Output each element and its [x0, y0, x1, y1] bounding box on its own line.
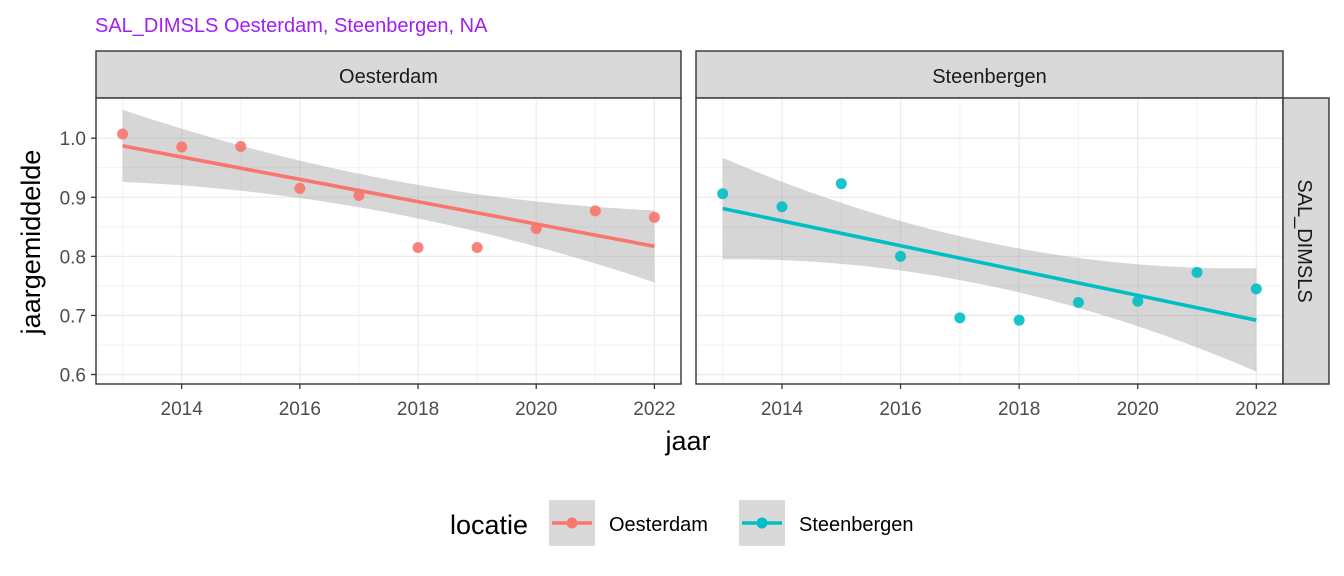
data-point	[294, 182, 306, 194]
data-point	[589, 205, 601, 217]
x-tick-label: 2016	[879, 399, 921, 420]
panel-background	[696, 98, 1283, 384]
data-point	[530, 223, 542, 235]
x-tick-label: 2020	[1117, 399, 1159, 420]
y-tick-label: 0.7	[60, 306, 86, 327]
y-tick-label: 0.9	[60, 188, 86, 209]
legend-key-point	[566, 517, 578, 529]
y-tick-label: 0.6	[60, 366, 86, 387]
data-point	[471, 242, 483, 253]
x-tick-label: 2020	[515, 399, 557, 420]
x-tick-label: 2022	[1235, 399, 1277, 420]
x-tick-label: 2018	[998, 399, 1040, 420]
data-point	[717, 188, 729, 200]
facet-strip-label: Steenbergen	[932, 66, 1047, 88]
legend-title: locatie	[450, 510, 528, 540]
x-tick-label: 2014	[761, 399, 804, 420]
x-tick-label: 2014	[161, 399, 204, 420]
legend-label: Oesterdam	[609, 514, 708, 536]
facet-strip	[95, 50, 682, 99]
data-point	[176, 141, 188, 153]
x-tick-label: 2016	[279, 399, 321, 420]
data-point	[1132, 295, 1144, 307]
x-axis-title: jaar	[664, 426, 710, 456]
y-axis-title: jaargemiddelde	[16, 150, 46, 336]
legend-items: Oesterdam Steenbergen	[549, 500, 914, 546]
data-point	[1072, 296, 1084, 308]
legend-item-oesterdam: Oesterdam	[549, 500, 708, 546]
panel-steenbergen: Steenbergen 2014 2016 2018 2020 2022	[695, 50, 1284, 420]
y-tick-label: 1.0	[60, 129, 86, 150]
x-tick-label: 2018	[397, 399, 439, 420]
data-point	[835, 178, 847, 190]
data-point	[895, 250, 907, 262]
row-strip: SAL_DIMSLS	[1282, 97, 1330, 385]
legend-label: Steenbergen	[799, 514, 914, 536]
data-point	[1191, 266, 1203, 278]
data-point	[117, 128, 129, 140]
panels: Oesterdam 2014 2016 2018 2020 2022 0.6 0.7 0.8 0.…	[60, 50, 1284, 420]
y-tick-label: 0.8	[60, 247, 86, 268]
data-point	[1250, 283, 1262, 295]
data-point	[776, 201, 788, 213]
panel-oesterdam: Oesterdam 2014 2016 2018 2020 2022 0.6 0.7 0.8 0.…	[60, 50, 682, 420]
data-point	[235, 140, 247, 152]
data-point	[412, 242, 424, 253]
facet-strip-label: Oesterdam	[339, 66, 438, 88]
data-point	[648, 211, 660, 223]
data-point	[1013, 314, 1025, 326]
legend-item-steenbergen: Steenbergen	[739, 500, 914, 546]
legend-key-point	[756, 517, 768, 529]
panel-border	[95, 97, 682, 385]
trend-line	[122, 144, 655, 249]
data-point	[954, 312, 966, 324]
data-point	[353, 190, 365, 201]
chart-title: SAL_DIMSLS Oesterdam, Steenbergen, NA	[95, 15, 488, 37]
trend-line	[722, 206, 1257, 322]
panel-background	[96, 98, 681, 384]
legend: locatie Oesterdam Steenbergen	[450, 500, 914, 546]
row-strip-label: SAL_DIMSLS	[1293, 179, 1315, 302]
x-tick-label: 2022	[633, 399, 675, 420]
